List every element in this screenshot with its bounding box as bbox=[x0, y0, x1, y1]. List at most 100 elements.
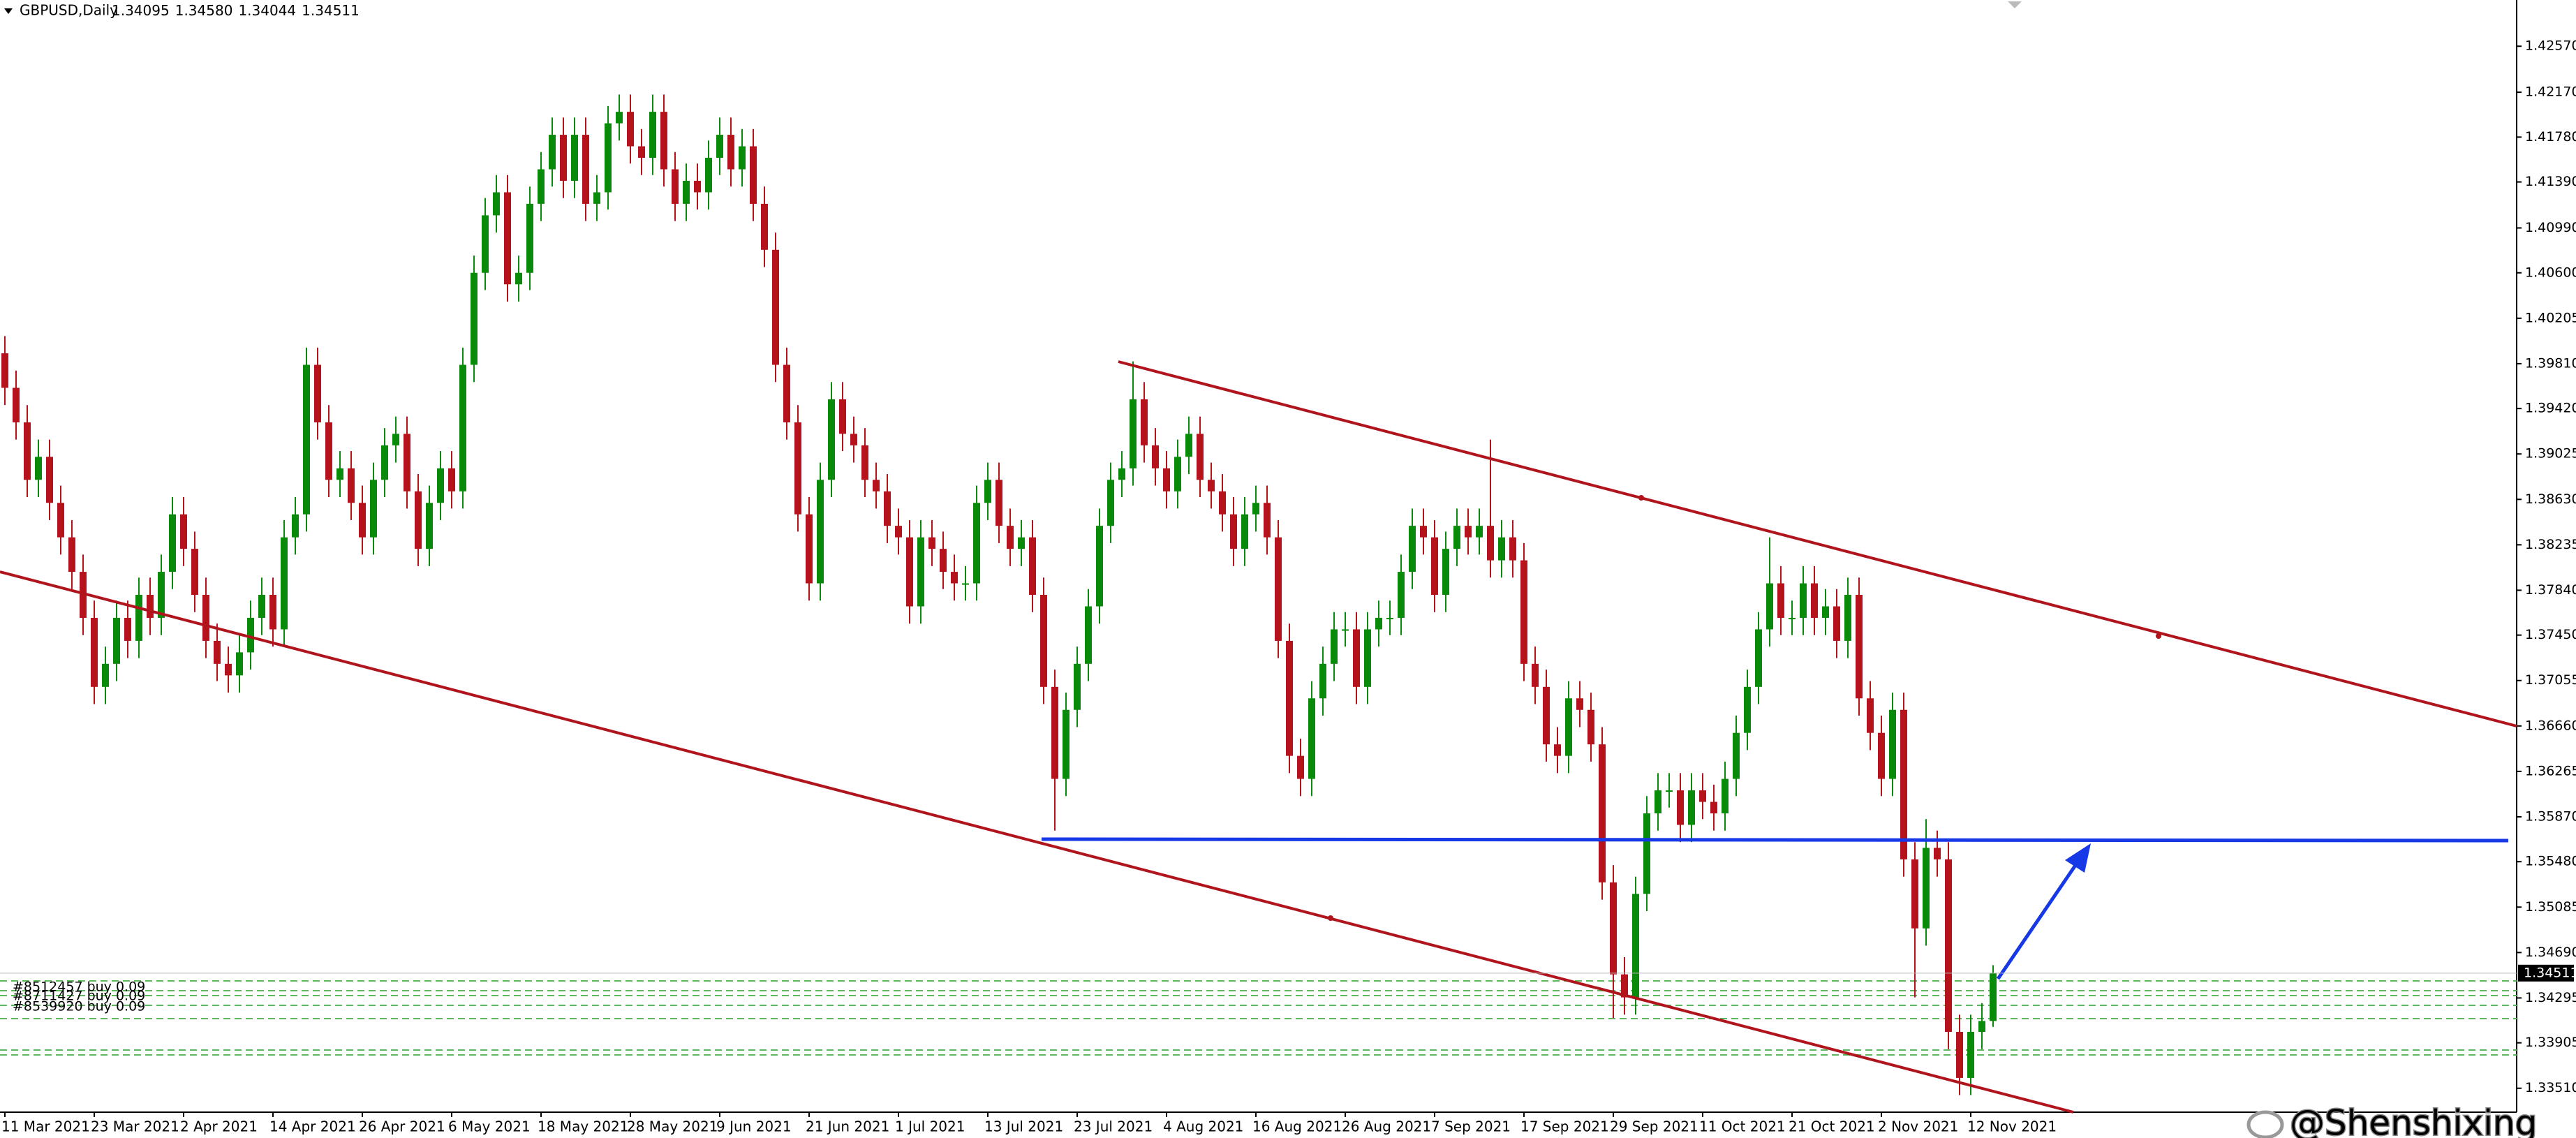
candle-body bbox=[1252, 503, 1259, 515]
candle-body bbox=[392, 434, 399, 445]
candle-body bbox=[694, 180, 701, 193]
y-tick-label: 1.38235 bbox=[2525, 537, 2576, 552]
candle-body bbox=[593, 192, 600, 204]
candle-body bbox=[739, 146, 746, 170]
candle-body bbox=[549, 135, 556, 170]
current-price-label: 1.34511 bbox=[2524, 965, 2576, 980]
candle-body bbox=[102, 663, 109, 687]
candle-body bbox=[917, 537, 924, 607]
candle-body bbox=[817, 480, 824, 584]
candle-body bbox=[482, 215, 489, 273]
candle-body bbox=[1319, 663, 1326, 699]
candle-body bbox=[951, 572, 958, 584]
candle-body bbox=[1051, 686, 1058, 779]
trendline-anchor bbox=[1328, 915, 1333, 921]
candle-body bbox=[1007, 526, 1014, 549]
x-tick-label: 11 Mar 2021 bbox=[1, 1118, 90, 1135]
candle-body bbox=[1063, 709, 1069, 779]
candle-body bbox=[895, 526, 902, 538]
candle-body bbox=[13, 387, 20, 422]
candle-body bbox=[1978, 1021, 1985, 1033]
ohlc-value: 1.34580 bbox=[175, 2, 233, 19]
candle-body bbox=[1230, 514, 1237, 549]
candle-body bbox=[1, 353, 8, 388]
candle-body bbox=[225, 663, 232, 676]
candle-body bbox=[1085, 606, 1092, 664]
candle-body bbox=[783, 364, 790, 422]
x-tick-label: 29 Sep 2021 bbox=[1610, 1118, 1698, 1135]
candle-body bbox=[973, 503, 980, 584]
candle-body bbox=[962, 583, 969, 585]
x-tick-label: 9 Jun 2021 bbox=[716, 1118, 792, 1135]
lower-trendline bbox=[0, 570, 2074, 1114]
candle-body bbox=[1342, 629, 1349, 631]
order-label: #8512457 buy 0.09 bbox=[13, 980, 145, 995]
candle-body bbox=[426, 503, 433, 549]
candle-body bbox=[638, 146, 645, 158]
candle-body bbox=[404, 434, 410, 492]
candle-body bbox=[772, 249, 779, 365]
candle-body bbox=[1632, 894, 1639, 998]
watermark-icon bbox=[2246, 1110, 2284, 1138]
x-tick-label: 28 May 2021 bbox=[627, 1118, 718, 1135]
candle-body bbox=[1331, 629, 1338, 664]
x-tick-label: 4 Aug 2021 bbox=[1163, 1118, 1243, 1135]
candle-body bbox=[1476, 526, 1483, 538]
candle-body bbox=[1766, 583, 1773, 630]
y-tick-label: 1.42170 bbox=[2525, 84, 2576, 100]
x-tick-label: 23 Jul 2021 bbox=[1074, 1118, 1153, 1135]
candle-body bbox=[861, 445, 868, 480]
candle-body bbox=[191, 549, 198, 596]
y-tick-label: 1.39420 bbox=[2525, 401, 2576, 416]
candle-body bbox=[605, 123, 612, 193]
candle-body bbox=[1956, 1032, 1963, 1078]
candle-body bbox=[1152, 445, 1159, 468]
x-tick-label: 17 Sep 2021 bbox=[1520, 1118, 1609, 1135]
candle-body bbox=[1800, 583, 1807, 618]
candle-body bbox=[1487, 526, 1494, 561]
forecast-arrowhead bbox=[2065, 843, 2091, 873]
candle-body bbox=[1141, 399, 1148, 445]
candle-body bbox=[560, 135, 567, 181]
candle-body bbox=[459, 364, 466, 492]
candle-body bbox=[1967, 1032, 1974, 1078]
x-tick-label: 18 May 2021 bbox=[538, 1118, 628, 1135]
candle-body bbox=[336, 468, 343, 480]
candle-body bbox=[1599, 744, 1606, 882]
y-tick-label: 1.41780 bbox=[2525, 129, 2576, 145]
candle-body bbox=[1386, 617, 1393, 619]
symbol-label: GBPUSD,Daily bbox=[20, 2, 118, 19]
candle-body bbox=[493, 192, 500, 216]
scroll-marker[interactable] bbox=[2008, 1, 2022, 8]
candle-body bbox=[448, 468, 455, 492]
candle-body bbox=[1509, 537, 1516, 561]
candle-body bbox=[1643, 813, 1650, 894]
menu-triangle[interactable] bbox=[4, 8, 13, 14]
candle-body bbox=[1699, 790, 1706, 802]
candle-body bbox=[437, 468, 444, 503]
candle-body bbox=[1889, 709, 1896, 779]
candle-body bbox=[91, 617, 98, 687]
order-lines bbox=[0, 980, 2517, 1056]
candle-body bbox=[906, 537, 913, 607]
candle-body bbox=[1409, 526, 1416, 572]
ohlc-values: 1.34095 1.34580 1.34044 1.34511 bbox=[112, 2, 360, 19]
candle-body bbox=[314, 364, 321, 422]
candle-body bbox=[1074, 663, 1081, 710]
order-label: #8539920 buy 0.09 bbox=[13, 999, 145, 1014]
candle-body bbox=[627, 112, 634, 147]
y-tick-label: 1.39810 bbox=[2525, 355, 2576, 371]
upper-trendline bbox=[1118, 360, 2517, 727]
candle-body bbox=[1710, 801, 1717, 814]
y-tick-label: 1.35085 bbox=[2525, 899, 2576, 915]
watermark: @Shenshixing bbox=[2246, 1102, 2538, 1138]
candle-body bbox=[716, 135, 723, 158]
candle-body bbox=[359, 503, 366, 538]
candle-body bbox=[1833, 606, 1840, 641]
candle-body bbox=[1264, 503, 1271, 538]
candle-body bbox=[1197, 434, 1204, 480]
candle-body bbox=[705, 158, 712, 193]
candle-body bbox=[1911, 859, 1918, 929]
y-tick-label: 1.34295 bbox=[2525, 990, 2576, 1005]
